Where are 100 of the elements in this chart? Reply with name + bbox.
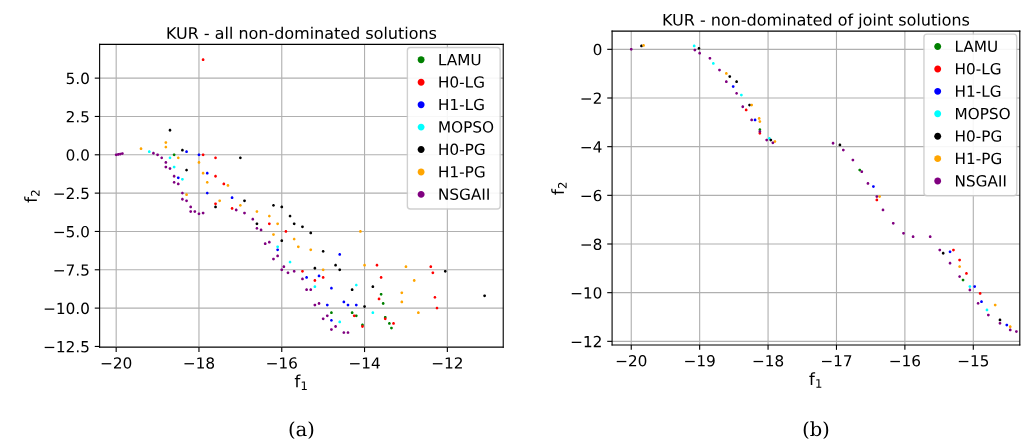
point [255,227,259,230]
chart-title: KUR - non-dominated of joint solutions [663,13,970,29]
x-tick-label: −18 [184,357,215,369]
y-tick-label: 5.0 [66,72,89,85]
point [697,46,701,50]
point [891,221,895,225]
point [952,248,955,252]
x-tick-label: −17 [821,355,852,367]
x-tick-label: −18 [753,354,784,367]
x-tick-label: −12 [432,357,462,369]
point [390,326,393,330]
point [181,177,184,181]
point [156,153,159,157]
point [757,117,761,120]
point [735,91,738,95]
point [309,288,313,292]
point [976,301,980,305]
point [740,93,743,97]
point [866,182,870,185]
point [958,275,961,278]
point [234,208,238,212]
point [325,314,329,318]
point [189,210,193,213]
point [321,249,325,253]
point [731,85,735,88]
point [724,72,728,75]
point [276,222,280,226]
point [301,269,304,273]
point [338,320,342,324]
y-tick-label: −10.0 [44,302,89,315]
point [181,191,184,195]
point [243,211,246,215]
point [724,80,728,84]
point [629,47,633,51]
point [189,205,193,209]
point [172,181,176,184]
point [968,285,972,288]
point [164,161,168,164]
point [388,322,391,325]
point [164,141,168,144]
point [313,279,317,282]
point [321,276,325,279]
point [728,75,732,78]
y-tick-label: −7.5 [54,264,89,276]
x-tick-label: −15 [958,355,989,367]
point [267,222,271,226]
y-tick-label: −12 [571,335,601,348]
point [978,292,982,295]
point [305,276,308,279]
point [354,303,358,307]
point [243,199,246,203]
y-tick-label: −10 [571,287,602,299]
point [313,285,317,289]
point [831,141,835,145]
point [392,322,395,325]
legend-label: H1-PG [439,165,485,178]
point [338,268,342,272]
point [400,291,404,295]
point [238,204,242,207]
point [698,51,702,55]
point [379,276,383,279]
x-axis-title: f$_{1}$ [294,374,307,390]
point [301,225,304,229]
legend-label: H0-PG [439,143,485,156]
point [986,313,990,317]
point [928,235,932,239]
point [965,272,968,275]
x-tick-label: −20 [616,354,647,367]
point [205,181,209,184]
point [309,248,313,252]
x-tick-label: −16 [890,354,921,367]
legend-label: MOPSO [439,121,494,133]
legend-label: H1-PG [956,152,1002,165]
text: (b) [803,421,829,440]
point [371,285,375,289]
point [330,286,333,290]
point [185,193,188,197]
point [443,269,447,273]
point [152,151,155,155]
legend-label: LAMU [439,54,481,66]
point [197,161,201,164]
point [251,217,255,221]
point [363,305,366,308]
point [330,328,333,331]
legend-label: H1-LG [439,98,484,111]
point [350,288,354,292]
x-tick-label: −14 [350,357,380,369]
y-tick-label: 2.5 [66,110,89,123]
point [201,58,205,62]
point [711,62,715,65]
point [193,210,197,213]
x-tick-label: −20 [101,357,132,369]
point [181,197,184,201]
point [267,214,271,218]
point [346,331,350,335]
point [185,199,188,203]
y-tick-label: −8 [581,238,602,251]
text: (a) [289,421,314,440]
point [139,147,143,151]
legend-label: H1-LG [956,85,1001,97]
